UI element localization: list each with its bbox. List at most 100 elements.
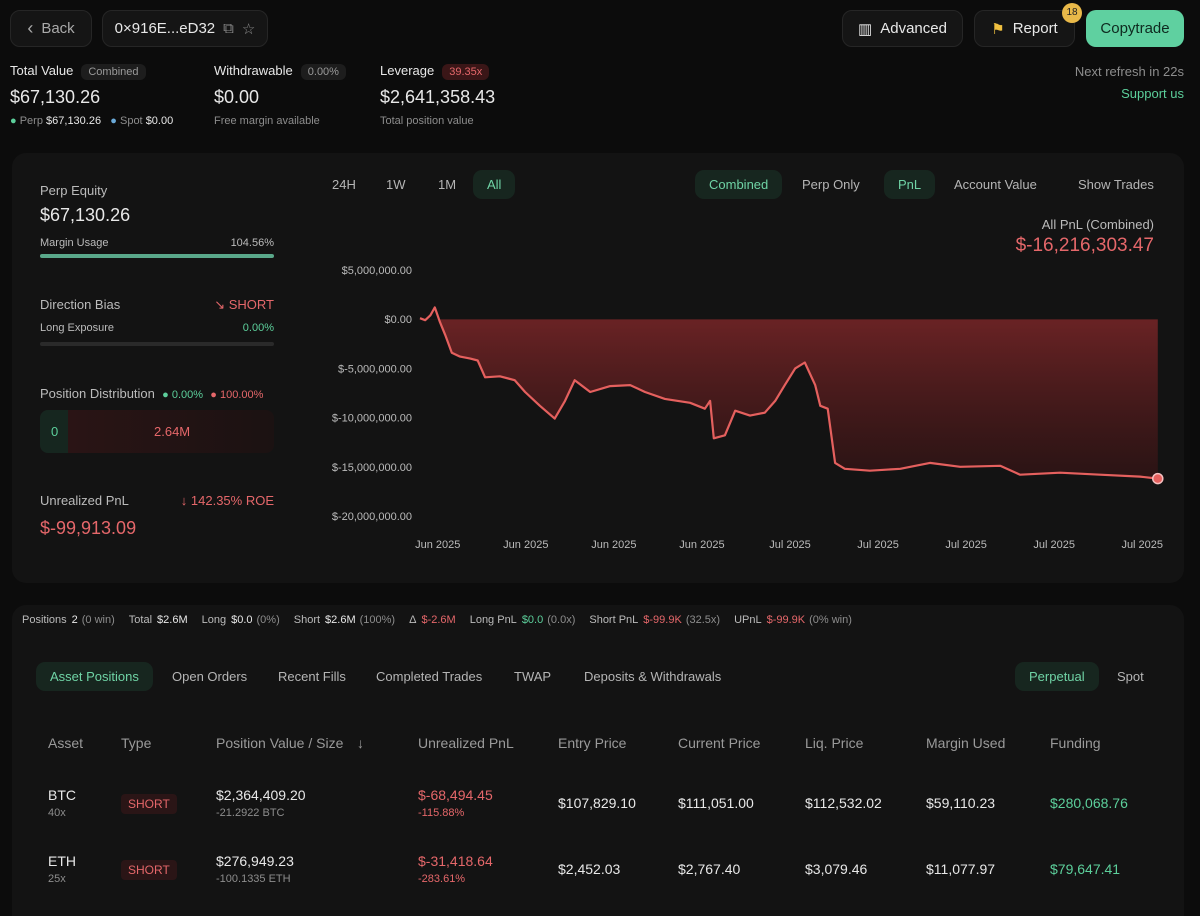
back-button[interactable]: ‹ Back (10, 10, 92, 47)
current: $111,051.00 (678, 795, 754, 811)
summary-label: Short (293, 614, 321, 626)
column-header: Position Value / Size (216, 735, 344, 751)
positions-summary: Positions 2 (0 win) Total $2.6M Long $0.0 (0%) S… (22, 614, 852, 626)
mode-tab[interactable]: Combined (695, 170, 783, 199)
refresh: Next refresh in 22s (1074, 64, 1184, 79)
label: Leverage (380, 63, 435, 78)
withdrawable-label: Withdrawable 0.00% (214, 63, 346, 80)
label: Position Distribution (40, 386, 155, 401)
liq: $112,532.02 (805, 795, 882, 811)
advanced-button[interactable]: ▥ Advanced (842, 10, 963, 47)
distribution: Position Distribution ● 0.00% ● 100.00% (40, 386, 264, 401)
position-value: $2,364,409.20 (216, 787, 306, 803)
range-tab[interactable]: 24H (332, 177, 356, 192)
margin-bar (40, 254, 274, 258)
position-value: $276,949.23 (216, 853, 294, 869)
summary-label: Positions (22, 614, 67, 626)
copy-icon[interactable]: ⧉ (223, 20, 234, 37)
tab[interactable]: Deposits & Withdrawals (584, 669, 722, 684)
position-size: -21.2922 BTC (216, 807, 285, 819)
chart-headline: $-16,216,303.47 (1015, 235, 1154, 256)
upnl-label: Unrealized PnL (40, 493, 129, 508)
tab[interactable]: Asset Positions (36, 662, 153, 691)
tab[interactable]: Recent Fills (278, 669, 346, 684)
show-trades[interactable]: Show Trades (1078, 177, 1154, 192)
chart-icon: ▥ (858, 20, 873, 38)
address: 0×916E...eD32 (114, 20, 216, 37)
summary-value: $-99.9K (643, 614, 682, 626)
summary-note: (0% win) (809, 614, 852, 626)
funding: $79,647.41 (1050, 861, 1121, 877)
pnl-pct: -115.88% (418, 807, 465, 819)
summary-label: UPnL (734, 614, 762, 626)
address-chip[interactable]: 0×916E...eD32 ⧉ ☆ (102, 10, 268, 47)
perp-value: $67,130.26 (46, 115, 102, 127)
withdrawable-sub: Free margin available (214, 115, 320, 127)
column-header: Entry Price (558, 735, 627, 751)
summary-value: 2 (71, 614, 78, 626)
summary-item: Short $2.6M (100%) (294, 614, 395, 626)
summary-label: Δ (409, 614, 417, 626)
summary-value: $0.0 (231, 614, 253, 626)
leverage: $2,641,358.43 (380, 87, 496, 107)
leverage-sub: Total position value (380, 115, 474, 127)
position-size: -100.1335 ETH (216, 873, 291, 885)
summary-item: Short PnL $-99.9K (32.5x) (589, 614, 720, 626)
column-header: Asset (48, 735, 84, 751)
label: Withdrawable (214, 63, 293, 78)
spot-value: $0.00 (145, 115, 174, 127)
roe-value: 142.35% ROE (190, 493, 274, 508)
copytrade-label: Copytrade (1100, 20, 1170, 37)
margin-usage-label: Margin Usage (40, 237, 109, 249)
report-button[interactable]: ⚑ Report (974, 10, 1075, 47)
summary-label: Short PnL (589, 614, 639, 626)
summary-value: $2.6M (325, 614, 356, 626)
perp-equity-label: Perp Equity (40, 183, 108, 198)
summary-label: Long PnL (469, 614, 517, 626)
back-label: Back (41, 20, 75, 37)
range-tab[interactable]: 1W (386, 177, 406, 192)
perp-equity: $67,130.26 (40, 205, 131, 225)
mode-tab[interactable]: Perp Only (802, 177, 860, 192)
market-tab[interactable]: Spot (1117, 669, 1144, 684)
tab[interactable]: Completed Trades (376, 669, 483, 684)
summary-label: Total (128, 614, 153, 626)
column-header: Unrealized PnL (418, 735, 514, 751)
tab[interactable]: TWAP (514, 669, 552, 684)
report-label: Report (1012, 20, 1058, 37)
long-pct: 0.00% (171, 389, 204, 401)
market-tab[interactable]: Perpetual (1015, 662, 1099, 691)
type-badge: SHORT (121, 860, 177, 880)
range-tab[interactable]: 1M (438, 177, 457, 192)
summary-note: (0%) (256, 614, 280, 626)
summary-item: Positions 2 (0 win) (22, 614, 115, 626)
positions-panel (12, 605, 1184, 916)
leverage: 40x (48, 807, 66, 819)
pnl-pct: -283.61% (418, 873, 466, 885)
bias-value: SHORT (228, 297, 274, 312)
summary-value: $-99.9K (766, 614, 806, 626)
column-header: Type (121, 735, 152, 751)
support-link[interactable]: Support us (1121, 86, 1184, 101)
column-header: Margin Used (926, 735, 1006, 751)
margin-usage: 104.56% (230, 237, 274, 249)
copytrade-button[interactable]: Copytrade (1086, 10, 1184, 47)
asset: ETH (48, 853, 76, 869)
range-tab[interactable]: All (473, 170, 516, 199)
entry: $107,829.10 (558, 795, 636, 811)
report-badge: 18 (1062, 3, 1082, 23)
short-pct: 100.00% (219, 389, 264, 401)
current: $2,767.40 (678, 861, 741, 877)
star-icon[interactable]: ☆ (241, 20, 256, 38)
tag: Combined (81, 64, 146, 80)
distribution-bar (40, 410, 274, 453)
pnl: $-31,418.64 (418, 853, 493, 869)
tab[interactable]: Open Orders (172, 669, 248, 684)
summary-note: (0.0x) (547, 614, 576, 626)
direction-bias: ↘ SHORT (214, 297, 274, 312)
metric-tab[interactable]: PnL (884, 170, 936, 199)
metric-tab[interactable]: Account Value (954, 177, 1037, 192)
summary-item: UPnL $-99.9K (0% win) (734, 614, 852, 626)
exposure-bar (40, 342, 274, 346)
entry: $2,452.03 (558, 861, 621, 877)
